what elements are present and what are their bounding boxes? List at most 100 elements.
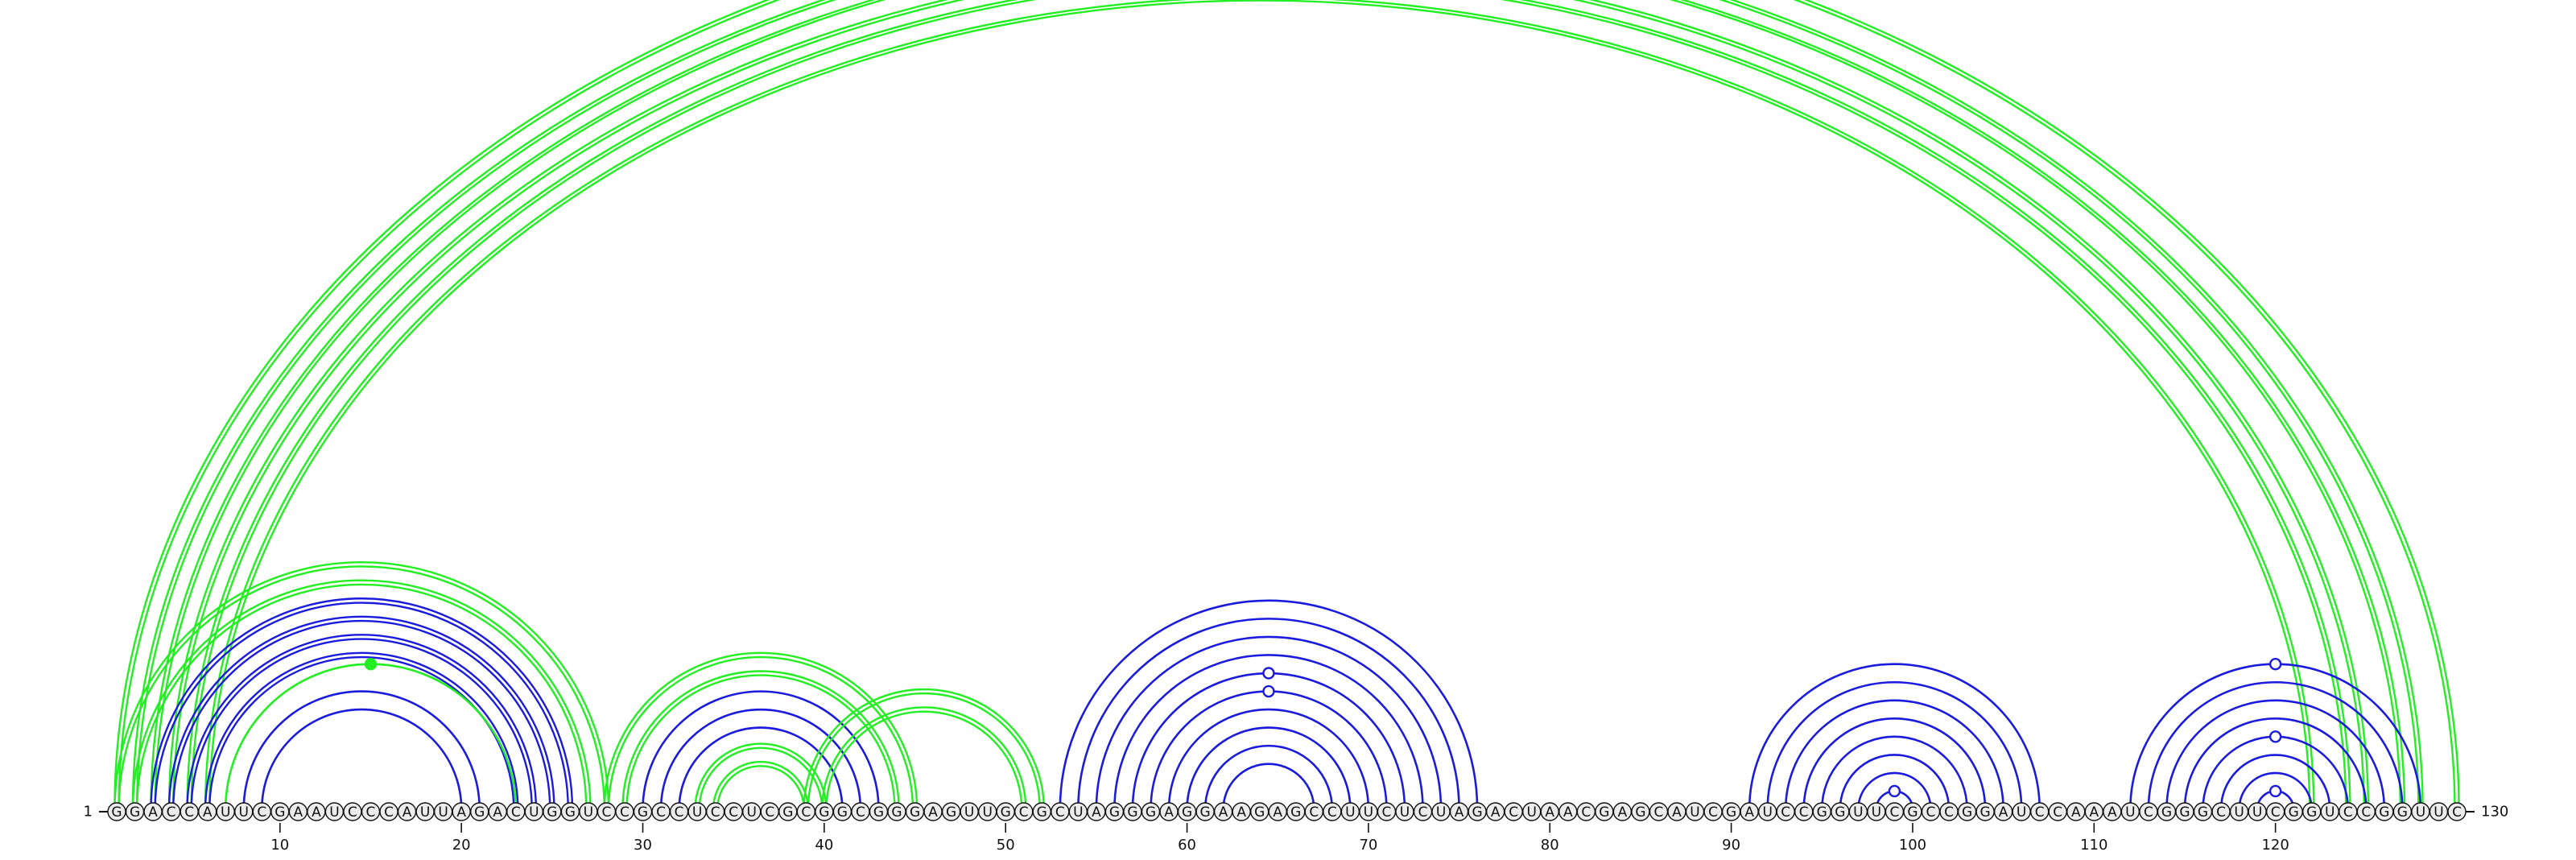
nucleotide-95: G bbox=[1812, 802, 1831, 821]
axis-tick-70: 70 bbox=[1359, 823, 1377, 854]
nucleotide-48: U bbox=[960, 802, 979, 821]
axis-tick-label: 120 bbox=[2261, 837, 2289, 854]
base-pair-arc-33-40-line1 bbox=[694, 742, 828, 810]
nucleotide-39: C bbox=[796, 802, 816, 821]
nucleotide-letter: A bbox=[294, 804, 303, 821]
nucleotide-54: U bbox=[1068, 802, 1088, 821]
base-pair-arc-61-68 bbox=[1203, 744, 1334, 810]
nucleotide-130: C bbox=[2447, 802, 2467, 821]
nucleotide-119: U bbox=[2248, 802, 2267, 821]
base-pair-arc-6-122-line2 bbox=[208, 0, 2311, 810]
nucleotide-letter: A bbox=[2089, 804, 2099, 821]
base-pair-arc-115-125 bbox=[2183, 717, 2368, 810]
nucleotide-letter: G bbox=[1290, 804, 1301, 821]
nucleotide-30: G bbox=[633, 802, 653, 821]
nucleotide-11: A bbox=[288, 802, 308, 821]
nucleotide-58: G bbox=[1141, 802, 1161, 821]
nucleotide-9: C bbox=[252, 802, 271, 821]
nucleotide-letter: G bbox=[2179, 804, 2190, 821]
nucleotide-letter: C bbox=[257, 804, 266, 821]
nucleotide-88: U bbox=[1685, 802, 1705, 821]
nucleotide-60: G bbox=[1177, 802, 1197, 821]
nucleotide-84: A bbox=[1612, 802, 1633, 821]
base-pair-arc-8-21 bbox=[242, 690, 481, 810]
nucleotide-letter: A bbox=[2107, 804, 2117, 821]
nucleotide-75: A bbox=[1449, 802, 1469, 821]
nucleotide-126: G bbox=[2375, 802, 2394, 821]
axis-tick-label: 110 bbox=[2080, 837, 2107, 854]
nucleotide-29: C bbox=[615, 802, 634, 821]
base-pair-arc-3-127-line2 bbox=[154, 0, 2401, 810]
nucleotide-letter: G bbox=[2161, 804, 2172, 821]
nucleotide-letter: C bbox=[1581, 804, 1591, 821]
base-pair-arc-2-128-line1 bbox=[133, 0, 2423, 809]
nucleotide-letter: C bbox=[856, 804, 865, 821]
nucleotide-102: C bbox=[1939, 802, 1959, 821]
base-pair-arc-113-127 bbox=[2147, 680, 2404, 810]
nucleotide-letter: G bbox=[1962, 804, 1972, 821]
axis-tick-label: 20 bbox=[452, 837, 471, 854]
base-pair-arc-117-123 bbox=[2219, 754, 2331, 810]
base-pair-arc-31-42 bbox=[659, 709, 862, 810]
nucleotide-20: A bbox=[452, 802, 471, 821]
nucleotide-94: C bbox=[1794, 802, 1814, 821]
base-pair-arc-114-126 bbox=[2165, 699, 2386, 810]
base-pair-arc-5-24-line1 bbox=[186, 634, 538, 810]
nucleotide-118: U bbox=[2229, 802, 2249, 821]
nucleotide-8: U bbox=[234, 802, 254, 821]
base-pair-arc-1-130-line2 bbox=[118, 0, 2456, 810]
base-pair-arc-5-24-line2 bbox=[190, 638, 533, 810]
axis-tick-30: 30 bbox=[634, 823, 652, 854]
nucleotide-37: C bbox=[760, 802, 779, 821]
nucleotide-35: C bbox=[724, 802, 743, 821]
nucleotide-43: G bbox=[869, 802, 889, 821]
nucleotide-31: C bbox=[651, 802, 671, 821]
nucleotide-79: U bbox=[1522, 802, 1542, 821]
arc-group-pseudoknot-link bbox=[803, 688, 1046, 810]
sequence-end-label: 130 bbox=[2481, 804, 2508, 821]
nucleotide-letter: A bbox=[1672, 804, 1682, 821]
arc-markers bbox=[364, 658, 2282, 798]
nucleotide-letter: C bbox=[729, 804, 738, 821]
nucleotide-letter: C bbox=[366, 804, 376, 821]
nucleotide-letter: U bbox=[329, 804, 339, 821]
nucleotide-letter: U bbox=[584, 804, 593, 821]
nucleotide-letter: G bbox=[1001, 804, 1011, 821]
nucleotide-121: G bbox=[2284, 802, 2303, 821]
nucleotide-89: C bbox=[1703, 802, 1723, 821]
base-pair-arc-94-104 bbox=[1802, 717, 1987, 810]
base-pair-arc-1-28-line2 bbox=[118, 565, 606, 810]
nucleotide-61: G bbox=[1195, 802, 1215, 821]
nucleotide-letter: A bbox=[1092, 804, 1101, 821]
nucleotide-86: C bbox=[1649, 802, 1669, 821]
nucleotide-letter: G bbox=[946, 804, 956, 821]
nucleotide-108: C bbox=[2048, 802, 2067, 821]
nucleotide-76: G bbox=[1468, 802, 1487, 821]
base-pair-arc-97-101 bbox=[1857, 771, 1932, 810]
nucleotide-letter: G bbox=[873, 804, 884, 821]
nucleotide-letter: U bbox=[438, 804, 448, 821]
base-pair-arc-2-27-line2 bbox=[135, 583, 588, 810]
nucleotide-112: U bbox=[2120, 802, 2140, 821]
nucleotide-80: A bbox=[1540, 802, 1559, 821]
nucleotide-letter: C bbox=[711, 804, 720, 821]
nucleotide-letter: G bbox=[2306, 804, 2317, 821]
nucleotide-45: G bbox=[905, 802, 925, 821]
nucleotide-26: G bbox=[560, 802, 580, 821]
nucleotide-40: G bbox=[815, 802, 834, 821]
arc-group-pseudoknot-outer bbox=[605, 653, 917, 809]
nucleotide-letter: U bbox=[529, 804, 539, 821]
nucleotide-33: U bbox=[687, 802, 707, 821]
nucleotide-44: G bbox=[887, 802, 906, 821]
nucleotide-72: U bbox=[1395, 802, 1414, 821]
base-pair-arc-9-20 bbox=[260, 708, 463, 810]
nucleotide-letter: C bbox=[2144, 804, 2153, 821]
axis-tick-120: 120 bbox=[2261, 823, 2289, 854]
marker-hairpin-3-b bbox=[1262, 684, 1275, 698]
nucleotide-letter: G bbox=[1037, 804, 1047, 821]
nucleotide-128: U bbox=[2411, 802, 2430, 821]
nucleotide-letter: U bbox=[2125, 804, 2135, 821]
base-pair-arc-4-25-line2 bbox=[172, 619, 551, 810]
nucleotide-83: G bbox=[1595, 802, 1614, 821]
